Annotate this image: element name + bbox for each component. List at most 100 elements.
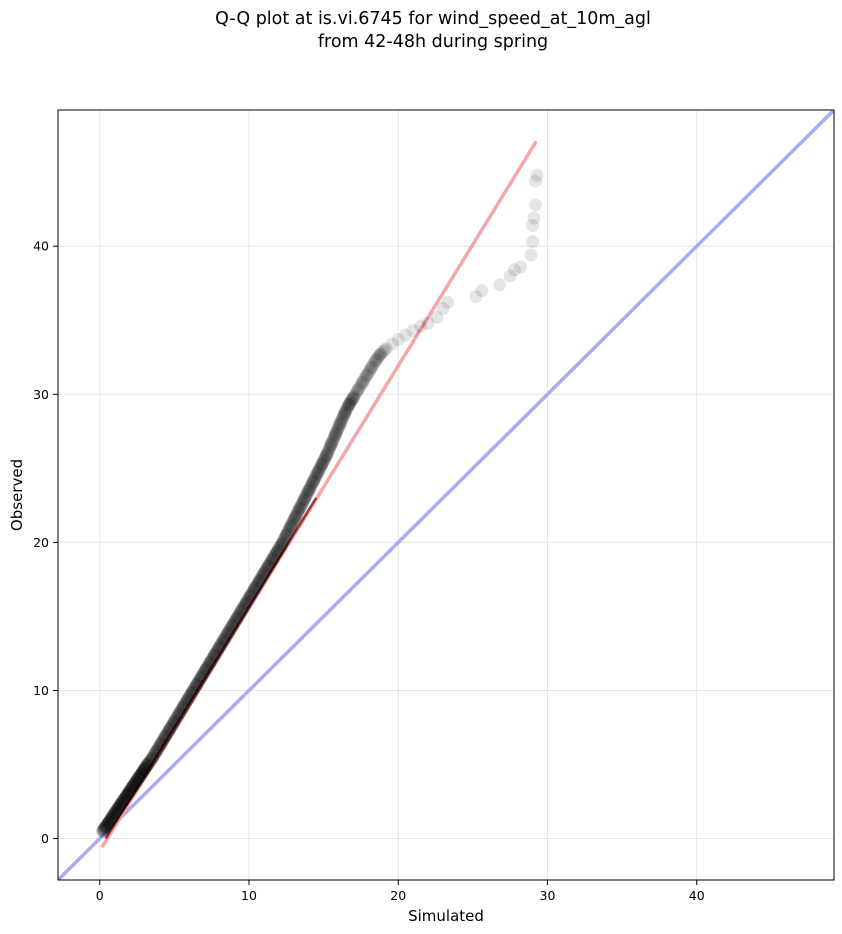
data-point xyxy=(351,383,365,397)
data-point xyxy=(167,715,181,729)
data-point xyxy=(123,784,137,798)
data-point xyxy=(163,721,177,735)
data-point xyxy=(375,346,389,360)
data-point xyxy=(364,361,378,375)
data-point xyxy=(353,379,367,393)
data-point xyxy=(132,770,146,784)
data-point xyxy=(143,755,157,769)
data-point xyxy=(107,807,121,821)
data-point xyxy=(142,755,156,769)
data-point xyxy=(194,671,208,685)
data-point xyxy=(278,531,292,545)
data-point xyxy=(276,535,290,549)
data-point xyxy=(248,581,262,595)
data-point xyxy=(261,559,275,573)
data-point xyxy=(119,790,133,804)
data-point xyxy=(214,638,228,652)
data-point xyxy=(529,174,543,188)
data-point xyxy=(315,457,329,471)
data-point xyxy=(130,773,144,787)
data-point xyxy=(284,519,298,533)
data-point xyxy=(103,814,117,828)
data-point xyxy=(203,655,217,669)
data-point xyxy=(302,482,316,496)
data-point xyxy=(160,728,174,742)
data-point xyxy=(137,762,151,776)
data-point xyxy=(508,263,522,277)
data-point xyxy=(225,619,239,633)
data-point xyxy=(324,438,338,452)
data-point xyxy=(162,723,176,737)
data-point xyxy=(265,553,279,567)
data-point xyxy=(273,540,287,554)
data-point xyxy=(231,609,245,623)
data-point xyxy=(229,613,243,627)
data-point xyxy=(355,375,369,389)
data-point xyxy=(112,800,126,814)
data-point xyxy=(216,634,230,648)
data-point xyxy=(373,347,387,361)
data-point xyxy=(282,524,296,538)
data-point xyxy=(111,802,125,816)
data-point xyxy=(151,742,165,756)
data-point xyxy=(166,717,180,731)
data-point xyxy=(290,507,304,521)
data-point xyxy=(363,363,377,377)
data-point xyxy=(317,452,331,466)
data-point xyxy=(100,818,114,832)
data-point xyxy=(256,567,270,581)
data-point xyxy=(218,631,232,645)
data-point xyxy=(124,782,138,796)
data-point xyxy=(285,516,299,530)
data-point xyxy=(174,703,188,717)
data-point xyxy=(195,668,209,682)
data-point xyxy=(199,662,213,676)
data-point xyxy=(176,700,190,714)
data-point xyxy=(378,343,392,357)
data-point xyxy=(99,819,113,833)
data-point xyxy=(234,604,248,618)
data-point xyxy=(127,778,141,792)
data-point xyxy=(351,383,365,397)
data-point xyxy=(348,388,362,402)
data-point xyxy=(284,519,298,533)
data-point xyxy=(117,793,131,807)
axes-frame xyxy=(57,109,835,881)
data-point xyxy=(227,616,241,630)
data-point xyxy=(168,714,182,728)
data-point xyxy=(156,734,170,748)
data-point xyxy=(113,798,127,812)
data-point xyxy=(282,522,296,536)
data-point xyxy=(217,633,231,647)
data-point xyxy=(289,508,303,522)
data-point xyxy=(227,616,241,630)
data-point xyxy=(139,759,153,773)
data-point xyxy=(252,575,266,589)
data-point xyxy=(172,707,186,721)
data-point xyxy=(188,681,202,695)
data-point xyxy=(344,395,358,409)
data-point xyxy=(105,811,119,825)
data-point xyxy=(302,484,316,498)
data-point xyxy=(138,762,152,776)
data-point xyxy=(149,744,163,758)
x-axis-label: Simulated xyxy=(408,907,484,925)
data-point xyxy=(313,461,327,475)
data-point xyxy=(167,715,181,729)
data-point xyxy=(181,691,195,705)
data-point xyxy=(297,492,311,506)
data-point xyxy=(185,685,199,699)
data-point xyxy=(493,278,507,292)
data-point xyxy=(317,454,331,468)
data-point xyxy=(372,349,386,363)
data-point xyxy=(190,678,204,692)
data-point xyxy=(316,455,330,469)
data-point xyxy=(180,693,194,707)
x-tick-label: 30 xyxy=(540,888,556,903)
data-point xyxy=(172,706,186,720)
data-point xyxy=(176,701,190,715)
data-point xyxy=(118,791,132,805)
data-point xyxy=(311,465,325,479)
data-point xyxy=(286,515,300,529)
data-point xyxy=(329,427,343,441)
